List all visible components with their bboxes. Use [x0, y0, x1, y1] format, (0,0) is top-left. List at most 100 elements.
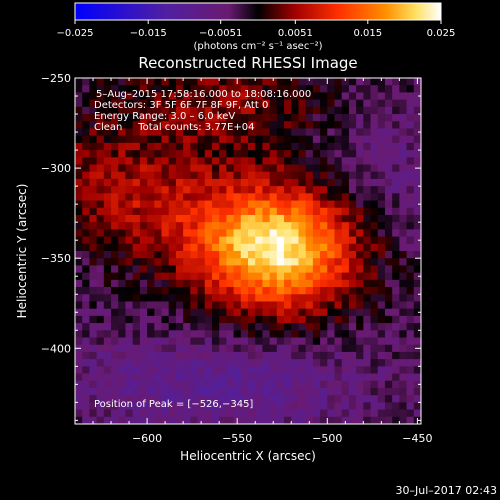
heatmap-cell: [118, 186, 127, 194]
heatmap-cell: [132, 142, 141, 151]
heatmap-cell: [132, 337, 141, 346]
heatmap-cell: [219, 402, 227, 411]
heatmap-cell: [226, 323, 235, 331]
heatmap-cell: [384, 323, 393, 331]
heatmap-cell: [334, 287, 343, 295]
heatmap-cell: [226, 186, 235, 194]
heatmap-cell: [154, 387, 163, 396]
heatmap-cell: [406, 186, 415, 194]
heatmap-cell: [384, 380, 393, 389]
heatmap-cell: [154, 359, 163, 367]
heatmap-cell: [240, 359, 249, 367]
heatmap-cell: [96, 78, 105, 86]
heatmap-cell: [204, 315, 213, 324]
heatmap-cell: [312, 373, 321, 382]
heatmap-cell: [377, 121, 386, 130]
heatmap-cell: [147, 337, 155, 346]
heatmap-cell: [125, 294, 134, 303]
heatmap-cell: [111, 359, 119, 367]
heatmap-cell: [284, 380, 292, 389]
heatmap-cell: [96, 243, 105, 252]
heatmap-cell: [298, 258, 307, 267]
heatmap-cell: [226, 416, 235, 424]
heatmap-cell: [262, 380, 271, 389]
heatmap-cell: [413, 229, 421, 238]
heatmap-cell: [312, 164, 321, 173]
heatmap-cell: [125, 128, 134, 137]
heatmap-cell: [312, 366, 321, 375]
heatmap-cell: [175, 315, 184, 324]
heatmap-cell: [118, 114, 127, 122]
heatmap-cell: [255, 121, 264, 130]
heatmap-cell: [334, 402, 343, 411]
heatmap-cell: [111, 150, 119, 158]
heatmap-cell: [255, 157, 264, 166]
heatmap-cell: [305, 243, 314, 252]
heatmap-cell: [320, 416, 328, 424]
heatmap-cell: [363, 150, 372, 158]
heatmap-cell: [175, 222, 184, 230]
heatmap-cell: [399, 272, 408, 281]
heatmap-cell: [125, 171, 134, 180]
heatmap-cell: [341, 287, 350, 295]
heatmap-cell: [219, 409, 227, 418]
heatmap-cell: [175, 236, 184, 245]
heatmap-cell: [392, 294, 400, 303]
heatmap-cell: [190, 359, 199, 367]
heatmap-cell: [276, 200, 285, 209]
heatmap-cell: [291, 193, 300, 202]
heatmap-cell: [219, 243, 227, 252]
heatmap-cell: [269, 92, 278, 101]
heatmap-cell: [392, 135, 400, 144]
heatmap-cell: [168, 186, 177, 194]
heatmap-cell: [384, 265, 393, 274]
heatmap-cell: [82, 85, 91, 94]
heatmap-cell: [132, 395, 141, 403]
heatmap-cell: [226, 164, 235, 173]
heatmap-cell: [262, 106, 271, 115]
heatmap-cell: [175, 114, 184, 122]
heatmap-cell: [413, 279, 421, 288]
heatmap-cell: [240, 114, 249, 122]
heatmap-cell: [103, 85, 112, 94]
heatmap-cell: [413, 171, 421, 180]
heatmap-cell: [356, 409, 364, 418]
heatmap-cell: [89, 308, 98, 317]
heatmap-cell: [82, 402, 91, 411]
heatmap-cell: [197, 323, 206, 331]
heatmap-cell: [240, 315, 249, 324]
heatmap-cell: [370, 387, 379, 396]
heatmap-cell: [334, 337, 343, 346]
heatmap-cell: [132, 128, 141, 137]
heatmap-cell: [183, 229, 191, 238]
heatmap-cell: [233, 409, 242, 418]
heatmap-cell: [89, 387, 98, 396]
heatmap-cell: [161, 121, 170, 130]
heatmap-cell: [262, 128, 271, 137]
heatmap-cell: [168, 142, 177, 151]
heatmap-cell: [327, 200, 336, 209]
heatmap-cell: [125, 351, 134, 360]
heatmap-cell: [147, 279, 155, 288]
heatmap-cell: [269, 229, 278, 238]
heatmap-cell: [96, 128, 105, 137]
heatmap-cell: [298, 207, 307, 216]
heatmap-cell: [118, 380, 127, 389]
heatmap-cell: [356, 171, 364, 180]
heatmap-cell: [262, 395, 271, 403]
heatmap-cell: [305, 359, 314, 367]
heatmap-cell: [82, 243, 91, 252]
heatmap-cell: [75, 214, 83, 223]
heatmap-cell: [204, 106, 213, 115]
heatmap-cell: [226, 373, 235, 382]
heatmap-cell: [406, 121, 415, 130]
heatmap-cell: [269, 380, 278, 389]
heatmap-cell: [89, 294, 98, 303]
heatmap-cell: [219, 315, 227, 324]
heatmap-cell: [240, 251, 249, 259]
heatmap-cell: [183, 279, 191, 288]
heatmap-cell: [118, 409, 127, 418]
heatmap-cell: [175, 373, 184, 382]
heatmap-cell: [284, 330, 292, 339]
heatmap-cell: [370, 207, 379, 216]
